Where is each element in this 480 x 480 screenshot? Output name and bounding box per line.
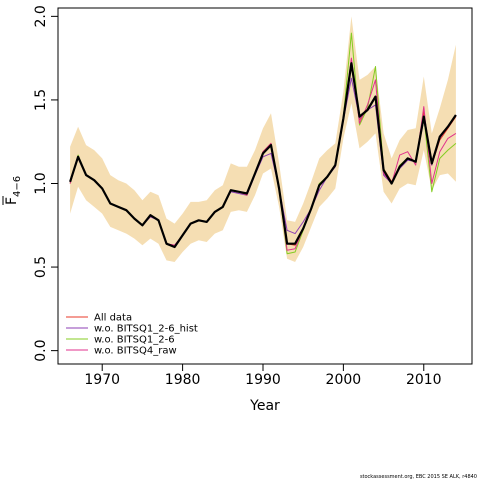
x-tick-label: 1990 (245, 372, 281, 388)
y-tick-label: 0.0 (33, 339, 49, 361)
confidence-band-layer (70, 16, 456, 263)
legend-label: w.o. BITSQ1_2-6_hist (94, 324, 198, 335)
x-tick-label: 2010 (406, 372, 442, 388)
y-tick-label: 1.5 (33, 89, 49, 111)
y-tick-label: 2.0 (33, 5, 49, 27)
x-tick-label: 1970 (84, 372, 120, 388)
confidence-band (70, 16, 456, 263)
plot-frame (57, 7, 473, 365)
y-tick-label: 1.0 (33, 172, 49, 194)
x-tick-label: 2000 (326, 372, 362, 388)
legend-label: w.o. BITSQ1_2-6 (94, 335, 175, 346)
x-axis-label: Year (249, 398, 280, 414)
y-axis: 0.0 0.5 1.0 1.5 2.0 (33, 5, 58, 362)
credit-text: stockassessment.org, EBC 2015 SE ALK, r4… (360, 474, 477, 480)
y-axis-label-text: F4−6 (4, 176, 23, 205)
series-line-main-estimate (69, 62, 457, 249)
x-tick-label: 1980 (165, 372, 201, 388)
y-axis-label-main: F (4, 197, 20, 205)
y-axis-label-subscript: 4−6 (12, 176, 23, 197)
y-axis-label: F4−6 (2, 176, 23, 205)
y-tick-label: 0.5 (33, 256, 49, 278)
x-axis: 1970 1980 1990 2000 2010 (84, 364, 442, 388)
legend-label: w.o. BITSQ4_raw (94, 346, 177, 357)
legend-label: All data (94, 313, 132, 324)
series-layer (69, 32, 457, 255)
